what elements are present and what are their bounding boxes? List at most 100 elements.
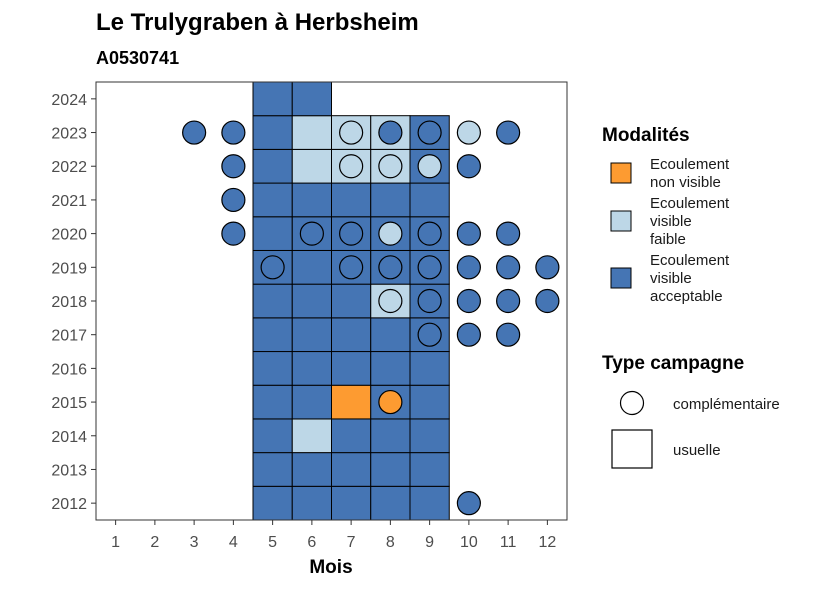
complementaire-points xyxy=(182,120,560,516)
y-tick-label-2024: 2024 xyxy=(51,92,87,109)
x-tick-label-12: 12 xyxy=(538,534,556,551)
point-complementaire-2020-6 xyxy=(299,221,324,246)
point-complementaire-2020-8 xyxy=(378,221,403,246)
tile-usuelle-2021-6 xyxy=(291,182,332,218)
point-complementaire-2017-11 xyxy=(496,322,521,347)
x-tick-label-7: 7 xyxy=(347,534,356,551)
tile-usuelle-2017-6 xyxy=(291,317,332,353)
tile-usuelle-2019-6 xyxy=(291,249,332,285)
x-axis-label: Mois xyxy=(309,557,352,578)
y-tick-label-2013: 2013 xyxy=(51,462,87,479)
point-complementaire-2023-10 xyxy=(456,120,481,145)
x-tick-label-6: 6 xyxy=(307,534,316,551)
y-tick-label-2015: 2015 xyxy=(51,395,87,412)
tile-usuelle-2021-9 xyxy=(409,182,450,218)
tile-usuelle-2021-7 xyxy=(331,182,372,218)
tile-usuelle-2013-9 xyxy=(409,452,450,487)
point-complementaire-2023-7 xyxy=(339,120,364,145)
chart-subtitle: A0530741 xyxy=(96,48,179,68)
tile-usuelle-2015-6 xyxy=(291,384,332,420)
tile-usuelle-2016-6 xyxy=(291,351,332,386)
legend-label-2-line-0: Ecoulement xyxy=(650,252,730,269)
x-tick-label-5: 5 xyxy=(268,534,277,551)
point-complementaire-2018-8 xyxy=(378,288,403,314)
usuelle-cells xyxy=(252,81,450,521)
tile-usuelle-2012-8 xyxy=(370,485,411,521)
tile-usuelle-2015-7 xyxy=(331,384,372,420)
legend-swatch-0 xyxy=(610,162,632,184)
tile-usuelle-2024-6 xyxy=(291,81,332,117)
point-complementaire-2022-10 xyxy=(456,154,481,179)
tile-usuelle-2017-7 xyxy=(331,317,372,353)
legend-type-label-1: usuelle xyxy=(673,442,721,459)
point-complementaire-2018-12 xyxy=(535,288,560,314)
tile-usuelle-2014-7 xyxy=(331,418,372,454)
point-complementaire-2020-10 xyxy=(456,221,481,246)
y-tick-label-2020: 2020 xyxy=(51,227,87,244)
tile-usuelle-2021-8 xyxy=(370,182,411,218)
legend-type-circle xyxy=(619,390,645,416)
x-axis: 1 2 3 4 5 6 7 8 9 10 11 12 xyxy=(111,520,556,551)
point-complementaire-2019-10 xyxy=(456,255,481,280)
x-tick-label-2: 2 xyxy=(150,534,159,551)
tile-usuelle-2018-6 xyxy=(291,283,332,319)
tile-usuelle-2020-5 xyxy=(252,216,293,251)
y-tick-label-2022: 2022 xyxy=(51,159,87,176)
point-complementaire-2018-11 xyxy=(496,288,521,314)
tile-usuelle-2015-5 xyxy=(252,384,293,420)
x-tick-label-3: 3 xyxy=(190,534,199,551)
legend-label-0-line-1: non visible xyxy=(650,174,721,191)
y-tick-label-2017: 2017 xyxy=(51,328,87,345)
legend-swatch-2 xyxy=(610,267,632,289)
point-complementaire-2018-9 xyxy=(417,288,442,314)
legend-label-1-line-0: Ecoulement xyxy=(650,195,730,212)
tile-usuelle-2018-7 xyxy=(331,283,372,319)
tile-usuelle-2012-7 xyxy=(331,485,372,521)
y-tick-label-2023: 2023 xyxy=(51,126,87,143)
point-complementaire-2019-11 xyxy=(496,255,521,280)
tile-usuelle-2018-5 xyxy=(252,283,293,319)
tile-usuelle-2014-9 xyxy=(409,418,450,454)
y-tick-label-2019: 2019 xyxy=(51,260,87,277)
point-complementaire-2017-9 xyxy=(417,322,442,347)
point-complementaire-2022-9 xyxy=(417,154,442,179)
tile-usuelle-2024-5 xyxy=(252,81,293,117)
point-complementaire-2012-10 xyxy=(456,491,481,516)
legend-type-label-0: complémentaire xyxy=(673,396,780,413)
tile-usuelle-2016-9 xyxy=(409,351,450,386)
y-tick-label-2021: 2021 xyxy=(51,193,87,210)
y-tick-label-2014: 2014 xyxy=(51,429,87,446)
tile-usuelle-2017-5 xyxy=(252,317,293,353)
point-complementaire-2020-9 xyxy=(417,221,442,246)
tile-usuelle-2013-7 xyxy=(331,452,372,487)
tile-usuelle-2012-6 xyxy=(291,485,332,521)
point-complementaire-2015-8 xyxy=(378,389,403,415)
point-complementaire-2023-4 xyxy=(221,120,246,145)
point-complementaire-2020-11 xyxy=(496,221,521,246)
tile-usuelle-2014-5 xyxy=(252,418,293,454)
point-complementaire-2023-8 xyxy=(378,120,403,145)
x-tick-label-1: 1 xyxy=(111,534,120,551)
point-complementaire-2020-4 xyxy=(221,221,246,246)
tile-usuelle-2016-8 xyxy=(370,351,411,386)
x-tick-label-10: 10 xyxy=(460,534,478,551)
point-complementaire-2019-8 xyxy=(378,255,403,280)
x-tick-label-11: 11 xyxy=(500,534,517,551)
y-tick-label-2012: 2012 xyxy=(51,496,87,513)
tile-usuelle-2023-5 xyxy=(252,115,293,150)
tile-usuelle-2022-6 xyxy=(291,148,332,184)
legend-title-type-campagne: Type campagne xyxy=(602,353,744,374)
point-complementaire-2019-12 xyxy=(535,255,560,280)
point-complementaire-2018-10 xyxy=(456,288,481,314)
x-tick-label-8: 8 xyxy=(386,534,395,551)
x-tick-label-9: 9 xyxy=(425,534,434,551)
point-complementaire-2023-11 xyxy=(496,120,521,145)
point-complementaire-2019-9 xyxy=(417,255,442,280)
point-complementaire-2023-9 xyxy=(417,120,442,145)
point-complementaire-2023-3 xyxy=(182,120,207,145)
tile-usuelle-2013-6 xyxy=(291,452,332,487)
point-complementaire-2019-5 xyxy=(260,255,285,280)
legend-swatch-1 xyxy=(610,210,632,232)
legend-type-square xyxy=(611,429,653,469)
